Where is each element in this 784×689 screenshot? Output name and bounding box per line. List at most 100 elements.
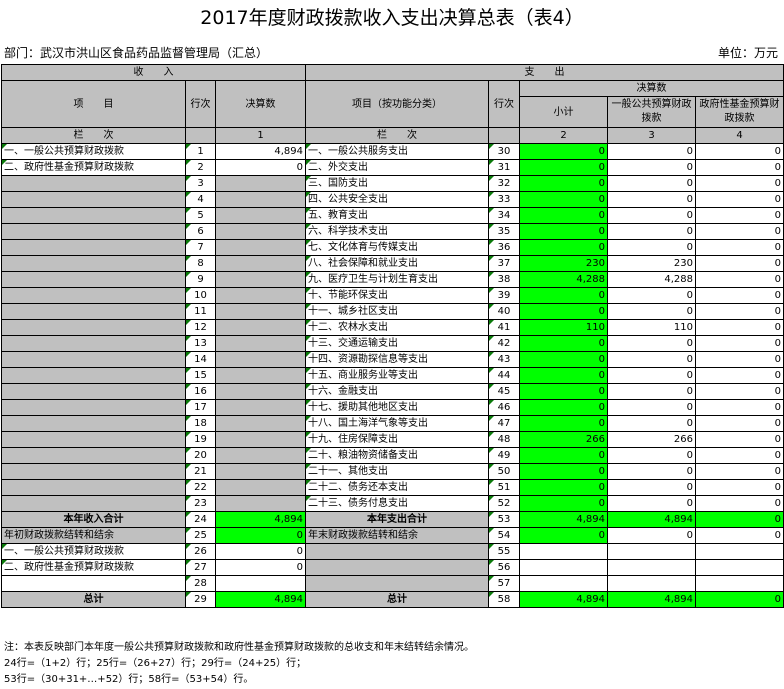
expense-subtotal: 0 <box>519 239 608 256</box>
income-row-no: 14 <box>185 351 216 368</box>
income-value <box>215 399 306 416</box>
income-value <box>215 431 306 448</box>
note-line: 24行=（1+2）行；25行=（26+27）行；29行=（24+25）行； <box>4 658 307 669</box>
expense-subtotal: 0 <box>519 191 608 208</box>
expense-general <box>607 543 696 560</box>
income-value <box>215 287 306 304</box>
expense-subtotal: 0 <box>519 303 608 320</box>
income-row-no: 7 <box>185 239 216 256</box>
fund-budget-header: 政府性基金预算财政拨款 <box>695 96 784 128</box>
income-item <box>1 335 186 352</box>
report-title: 2017年度财政拨款收入支出决算总表（表4） <box>200 7 584 29</box>
expense-row-no: 51 <box>488 479 520 496</box>
notes: 注：本表反映部门本年度一般公共预算财政拨款和政府性基金预算财政拨款的总收支和年末… <box>4 640 474 688</box>
income-item <box>1 191 186 208</box>
expense-fund: 0 <box>695 351 784 368</box>
expense-general: 0 <box>607 351 696 368</box>
income-item <box>1 399 186 416</box>
col-2: 2 <box>519 127 608 144</box>
expense-general: 0 <box>607 207 696 224</box>
expense-subtotal <box>519 575 608 592</box>
unit-label: 单位：万元 <box>717 46 778 60</box>
table-row: 5 五、教育支出 34 0 0 0 <box>1 207 784 224</box>
subtotal-header: 小计 <box>519 96 608 128</box>
expense-item: 七、文化体育与传媒支出 <box>305 239 489 256</box>
income-item <box>1 287 186 304</box>
income-value <box>215 191 306 208</box>
income-value <box>215 175 306 192</box>
expense-row-no: 30 <box>488 143 520 160</box>
summary-income-label: 本年收入合计 <box>1 511 186 528</box>
expense-fund <box>695 575 784 592</box>
expense-fund: 0 <box>695 271 784 288</box>
expense-item: 二十、粮油物资储备支出 <box>305 447 489 464</box>
col-label: 栏 次 <box>1 127 186 144</box>
expense-item: 十六、金融支出 <box>305 383 489 400</box>
expense-fund: 0 <box>695 143 784 160</box>
expense-fund: 0 <box>695 287 784 304</box>
income-value <box>215 575 306 592</box>
table-row: 17 十七、援助其他地区支出 46 0 0 0 <box>1 399 784 416</box>
expense-subtotal: 0 <box>519 159 608 176</box>
expense-fund: 0 <box>695 399 784 416</box>
income-value <box>215 319 306 336</box>
table-row: 15 十五、商业服务业等支出 44 0 0 0 <box>1 367 784 384</box>
expense-item: 十四、资源勘探信息等支出 <box>305 351 489 368</box>
expense-row-no: 40 <box>488 303 520 320</box>
income-value <box>215 335 306 352</box>
expense-row-no: 44 <box>488 367 520 384</box>
income-value <box>215 495 306 512</box>
expense-subtotal: 0 <box>519 479 608 496</box>
expense-item <box>305 559 489 576</box>
income-row-no: 15 <box>185 367 216 384</box>
expense-general: 266 <box>607 431 696 448</box>
table-row: 21 二十一、其他支出 50 0 0 0 <box>1 463 784 480</box>
income-row-no: 27 <box>185 559 216 576</box>
table-row: 10 十、节能环保支出 39 0 0 0 <box>1 287 784 304</box>
carry-income-value: 0 <box>215 527 306 544</box>
expense-item <box>305 575 489 592</box>
summary-row: 总计 29 4,894 总计 58 4,894 4,894 0 <box>1 591 784 608</box>
income-row-no: 10 <box>185 287 216 304</box>
col-blank-right <box>488 127 520 144</box>
table-row: 28 57 <box>1 575 784 592</box>
income-item <box>1 303 186 320</box>
income-item <box>1 367 186 384</box>
expense-item: 十、节能环保支出 <box>305 287 489 304</box>
expense-fund: 0 <box>695 255 784 272</box>
expense-item: 四、公共安全支出 <box>305 191 489 208</box>
expense-subtotal: 230 <box>519 255 608 272</box>
income-row-no: 2 <box>185 159 216 176</box>
income-row-no: 17 <box>185 399 216 416</box>
col-4: 4 <box>695 127 784 144</box>
carry-expense-row-no: 54 <box>488 527 520 544</box>
expense-item: 二十三、债务付息支出 <box>305 495 489 512</box>
carry-expense-general: 0 <box>607 527 696 544</box>
col-blank <box>185 127 216 144</box>
expense-subtotal: 0 <box>519 143 608 160</box>
expense-fund: 0 <box>695 415 784 432</box>
expense-item: 一、一般公共服务支出 <box>305 143 489 160</box>
income-value: 4,894 <box>215 143 306 160</box>
expense-general <box>607 575 696 592</box>
table-row: 一、一般公共预算财政拨款 1 4,894 一、一般公共服务支出 30 0 0 0 <box>1 143 784 160</box>
expense-row-no: 45 <box>488 383 520 400</box>
expense-item: 六、科学技术支出 <box>305 223 489 240</box>
carry-row: 年初财政拨款结转和结余 25 0 年末财政拨款结转和结余 54 0 0 0 <box>1 527 784 544</box>
expense-general: 0 <box>607 303 696 320</box>
carry-expense-label: 年末财政拨款结转和结余 <box>305 527 489 544</box>
expense-general <box>607 559 696 576</box>
expense-subtotal <box>519 543 608 560</box>
expense-general: 0 <box>607 447 696 464</box>
expense-general: 0 <box>607 367 696 384</box>
note-line: 注：本表反映部门本年度一般公共预算财政拨款和政府性基金预算财政拨款的总收支和年末… <box>4 642 474 653</box>
income-row-no: 26 <box>185 543 216 560</box>
expense-row-no: 48 <box>488 431 520 448</box>
income-row-no: 9 <box>185 271 216 288</box>
expense-general: 0 <box>607 399 696 416</box>
table-row: 二、政府性基金预算财政拨款 27 0 56 <box>1 559 784 576</box>
table-row: 一、一般公共预算财政拨款 26 0 55 <box>1 543 784 560</box>
income-row-no: 20 <box>185 447 216 464</box>
expense-general: 0 <box>607 463 696 480</box>
expense-fund: 0 <box>695 463 784 480</box>
